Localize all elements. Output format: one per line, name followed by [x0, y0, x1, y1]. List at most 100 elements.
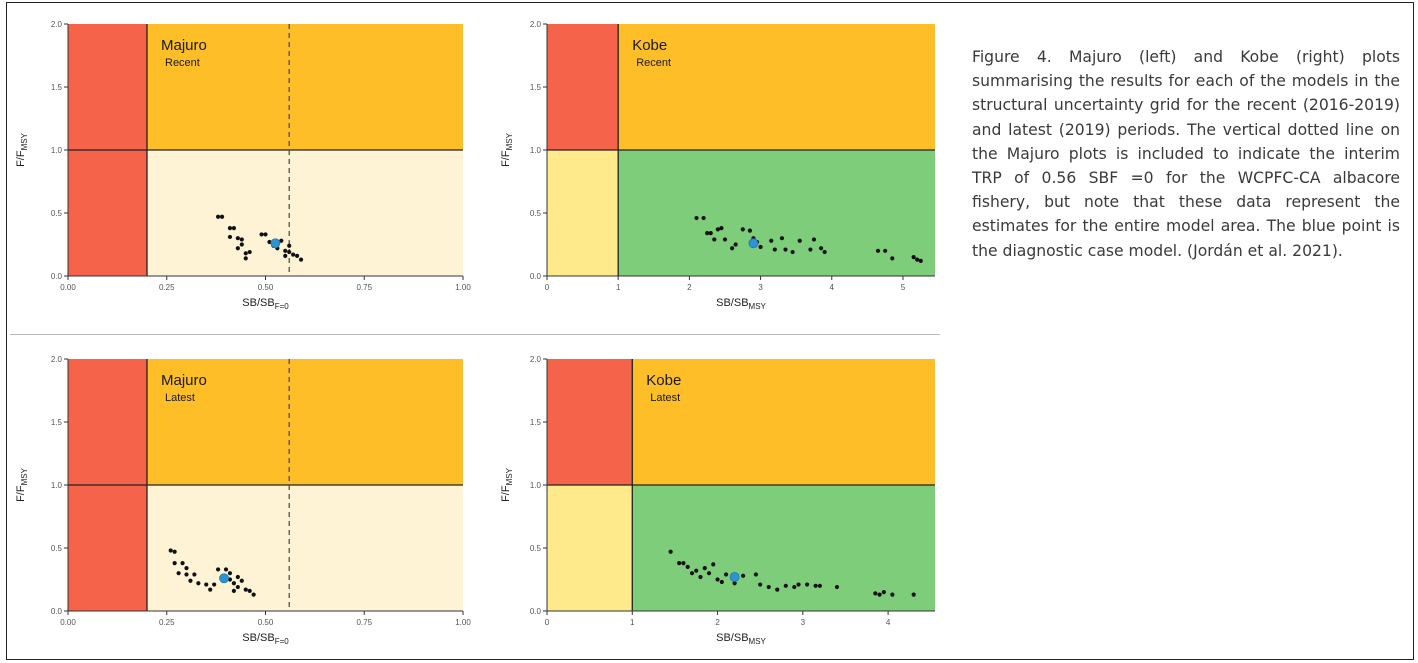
model-point — [918, 258, 923, 263]
model-point — [283, 248, 288, 253]
orange-zone — [147, 359, 463, 485]
x-tick-label: 1 — [616, 283, 621, 292]
model-point — [685, 564, 690, 569]
model-point — [758, 582, 763, 587]
y-tick-label: 2.0 — [51, 20, 63, 29]
y-tick-label: 2.0 — [530, 20, 542, 29]
model-point — [811, 237, 817, 242]
model-point — [677, 561, 682, 566]
model-point — [715, 577, 720, 582]
model-point — [741, 573, 746, 578]
model-point — [227, 226, 233, 231]
model-point — [733, 242, 738, 247]
model-point — [184, 566, 189, 571]
y-tick-label: 2.0 — [51, 355, 63, 364]
model-point — [817, 583, 822, 588]
model-point — [706, 571, 712, 576]
model-point — [251, 592, 256, 597]
x-tick-label: 1.00 — [455, 618, 471, 627]
model-point — [184, 572, 189, 577]
x-tick-label: 0 — [545, 618, 550, 627]
diagnostic-case-point — [219, 573, 229, 584]
x-axis-title: SB/SBF=0 — [242, 632, 289, 646]
x-axis-title: SB/SBF=0 — [242, 297, 289, 311]
model-point — [712, 237, 717, 242]
model-point — [259, 232, 264, 237]
y-tick-label: 1.0 — [51, 481, 63, 490]
model-point — [287, 249, 292, 255]
x-tick-label: 0.25 — [159, 283, 175, 292]
y-axis-title: F/FMSY — [500, 132, 514, 167]
x-tick-label: 5 — [901, 283, 906, 292]
model-point — [783, 247, 788, 252]
y-tick-label: 1.5 — [51, 418, 63, 427]
x-tick-label: 2 — [715, 618, 720, 627]
x-tick-label: 0.50 — [258, 618, 274, 627]
panel-title: Majuro — [161, 372, 207, 389]
x-tick-label: 1.00 — [455, 283, 471, 292]
model-point — [818, 246, 824, 251]
model-point — [883, 248, 888, 253]
green-zone — [632, 485, 935, 611]
model-point — [168, 548, 173, 553]
model-point — [890, 256, 895, 261]
yellow-zone — [547, 150, 619, 276]
model-point — [753, 572, 759, 577]
y-axis-title: F/FMSY — [500, 467, 514, 502]
model-point — [263, 232, 268, 237]
model-point — [235, 574, 240, 580]
model-point — [911, 255, 916, 260]
model-point — [204, 582, 209, 587]
model-point — [813, 583, 818, 588]
model-point — [239, 578, 244, 583]
majuro-recent-plot: 0.0 0.5 1.0 1.5 2.0 0.00 0.25 0.50 0.75 1.00 SB/SB… — [15, 20, 471, 311]
model-point — [890, 592, 895, 597]
model-point — [915, 257, 920, 262]
y-tick-label: 0.5 — [51, 544, 63, 553]
model-point — [172, 561, 177, 566]
model-point — [779, 236, 785, 241]
model-point — [775, 587, 780, 592]
y-tick-label: 1.0 — [51, 146, 63, 155]
y-tick-label: 1.0 — [530, 481, 542, 490]
model-point — [298, 257, 304, 262]
y-tick-label: 0.0 — [530, 607, 542, 616]
model-point — [708, 231, 713, 236]
model-point — [875, 248, 881, 253]
figure-caption: Figure 4. Majuro (left) and Kobe (right)… — [972, 48, 1400, 260]
panel-subtitle: Latest — [650, 392, 680, 404]
diagnostic-case-point — [729, 572, 740, 582]
x-axis-title-subscript: F=0 — [275, 637, 290, 646]
x-axis-title-subscript: MSY — [749, 637, 767, 646]
model-point — [730, 246, 735, 251]
yellow-zone — [547, 485, 633, 611]
model-point — [235, 236, 240, 241]
y-tick-label: 1.5 — [51, 83, 63, 92]
model-point — [227, 234, 233, 240]
model-point — [223, 567, 229, 572]
model-point — [188, 578, 193, 583]
orange-zone — [632, 359, 935, 485]
model-point — [295, 253, 300, 258]
y-tick-label: 1.5 — [530, 83, 542, 92]
model-point — [766, 584, 771, 590]
model-point — [808, 247, 813, 252]
y-axis-title-subscript: MSY — [20, 132, 29, 150]
model-point — [227, 571, 233, 576]
model-point — [719, 579, 724, 585]
model-point — [668, 549, 673, 554]
figure-grid: 0.0 0.5 1.0 1.5 2.0 0.00 0.25 0.50 0.75 1.00 SB/SB… — [10, 20, 940, 646]
model-point — [279, 238, 284, 243]
y-tick-label: 0.0 — [530, 272, 542, 281]
model-point — [216, 214, 221, 219]
model-point — [783, 583, 788, 588]
x-axis-title-subscript: F=0 — [275, 302, 290, 311]
model-point — [747, 228, 752, 233]
x-tick-label: 0 — [545, 283, 550, 292]
figure-frame — [6, 2, 1414, 660]
green-zone — [618, 150, 935, 276]
x-axis-title-subscript: MSY — [749, 302, 767, 311]
model-point — [172, 549, 177, 554]
model-point — [792, 584, 797, 590]
panel-subtitle: Latest — [165, 392, 195, 404]
